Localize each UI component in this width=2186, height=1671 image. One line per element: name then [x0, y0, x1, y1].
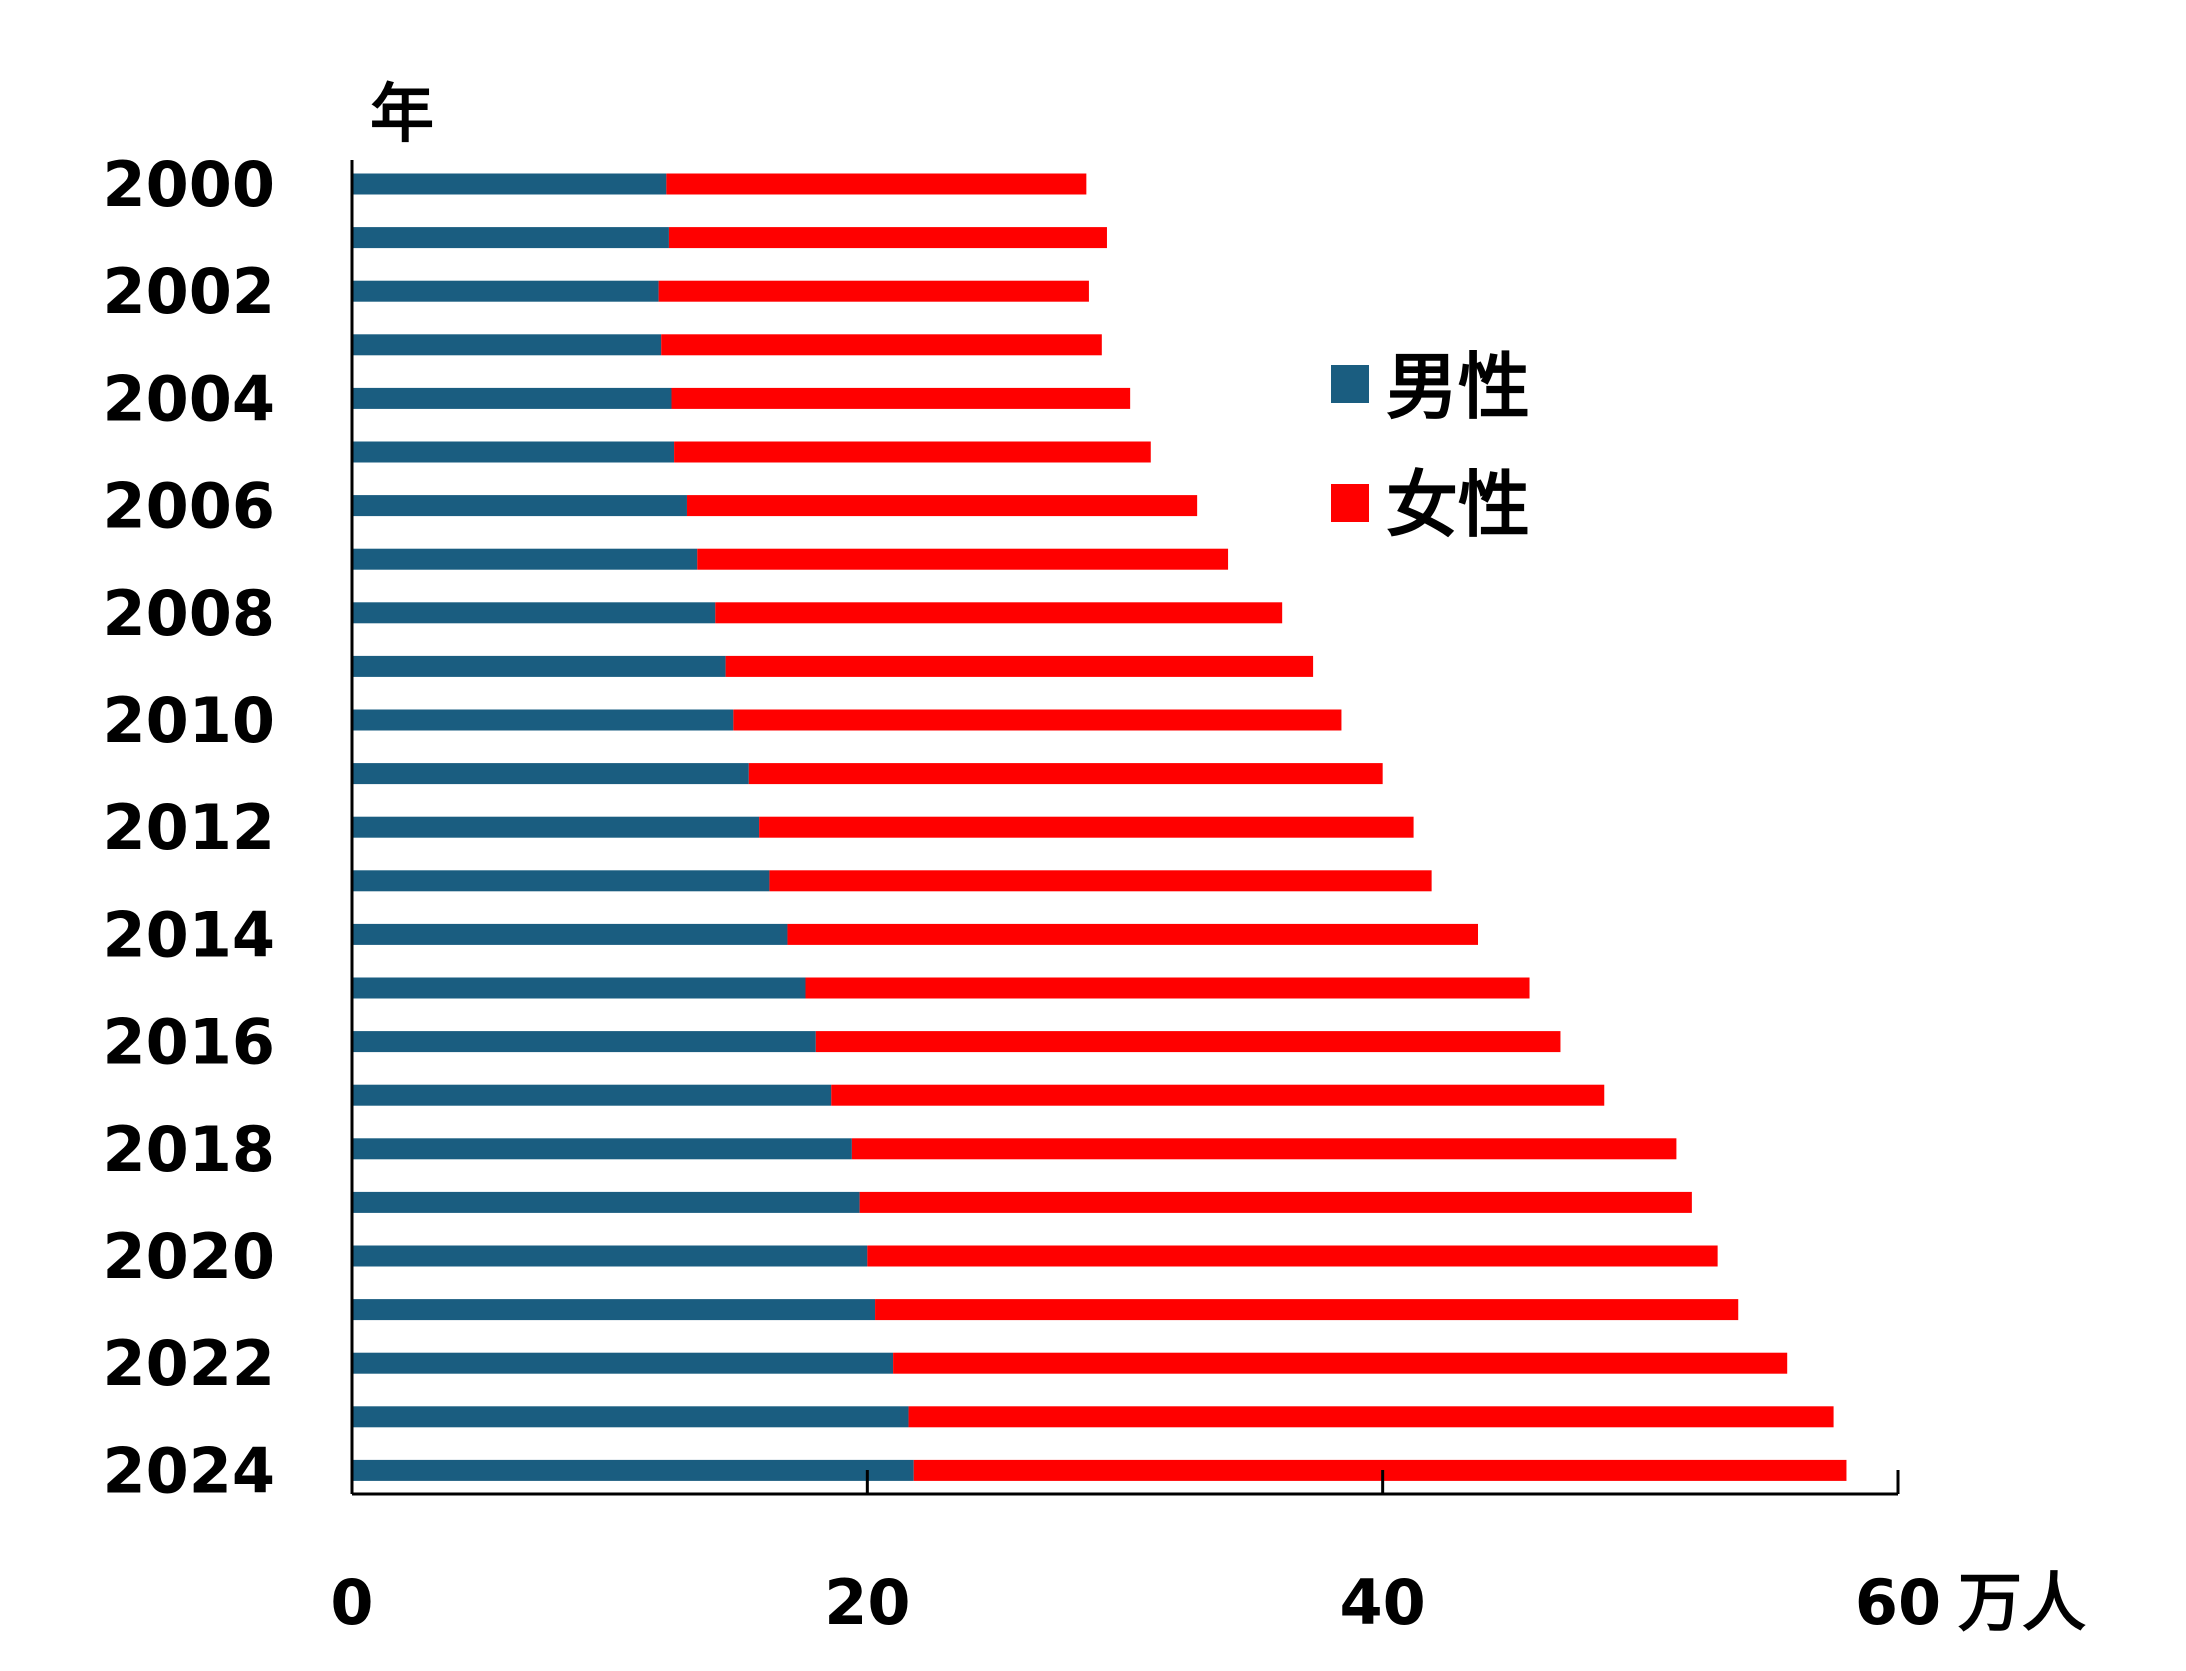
bar-2001-female	[668, 227, 1107, 249]
legend-swatch-male	[1331, 365, 1369, 403]
y-tick-2022: 2022	[102, 1327, 275, 1400]
x-tick-60: 60	[1855, 1566, 1941, 1639]
bar-2011-female	[748, 763, 1383, 785]
y-tick-2016: 2016	[102, 1006, 275, 1079]
bar-2009-male	[352, 655, 726, 677]
bar-2005-female	[674, 441, 1151, 463]
bar-2008-female	[715, 602, 1283, 624]
bar-2003-male	[352, 334, 662, 356]
bar-2019-male	[352, 1191, 860, 1213]
bar-2015-female	[805, 977, 1530, 999]
bar-2006-female	[686, 495, 1198, 517]
bar-2001-male	[352, 227, 669, 249]
bar-2013-female	[769, 870, 1432, 892]
bar-2002-female	[658, 280, 1089, 302]
bar-2013-male	[352, 870, 770, 892]
legend-swatch-female	[1331, 484, 1369, 522]
bar-2003-female	[661, 334, 1102, 356]
bar-2016-female	[815, 1031, 1561, 1053]
bar-2004-male	[352, 387, 672, 409]
bar-2015-male	[352, 977, 806, 999]
x-tick-labels: 0 20 40 60	[330, 1470, 1941, 1639]
bar-2022-male	[352, 1352, 894, 1374]
bar-2011-male	[352, 763, 749, 785]
bar-2020-male	[352, 1245, 868, 1267]
bar-2000-female	[666, 173, 1087, 195]
bar-2000-male	[352, 173, 667, 195]
y-tick-2012: 2012	[102, 791, 275, 864]
bar-2022-female	[893, 1352, 1788, 1374]
bar-2021-male	[352, 1299, 876, 1321]
legend-label-male: 男性	[1386, 345, 1530, 429]
y-tick-2010: 2010	[102, 684, 275, 757]
bar-2014-male	[352, 923, 788, 945]
bar-2018-female	[851, 1138, 1677, 1160]
legend-label-female: 女性	[1386, 463, 1530, 547]
bar-2004-female	[671, 387, 1131, 409]
bar-2020-female	[867, 1245, 1718, 1267]
bar-2016-male	[352, 1031, 816, 1053]
bar-2014-female	[787, 923, 1479, 945]
bar-2024-female	[913, 1459, 1847, 1481]
bar-2010-female	[733, 709, 1342, 731]
y-tick-2008: 2008	[102, 577, 275, 650]
bar-2024-male	[352, 1459, 914, 1481]
legend: 男性 女性	[1331, 345, 1530, 547]
bar-2023-female	[908, 1406, 1834, 1428]
y-tick-2000: 2000	[102, 148, 275, 221]
bar-2012-male	[352, 816, 760, 838]
bar-2023-male	[352, 1406, 909, 1428]
bar-2018-male	[352, 1138, 852, 1160]
x-tick-40: 40	[1340, 1566, 1426, 1639]
x-tick-0: 0	[330, 1566, 373, 1639]
bar-2005-male	[352, 441, 675, 463]
y-tick-2018: 2018	[102, 1113, 275, 1186]
bar-2007-female	[697, 548, 1229, 570]
bar-2017-female	[831, 1084, 1605, 1106]
bar-2017-male	[352, 1084, 832, 1106]
y-tick-2006: 2006	[102, 470, 275, 543]
y-tick-2002: 2002	[102, 255, 275, 328]
x-axis-unit: 万人	[1958, 1567, 2086, 1641]
y-tick-2014: 2014	[102, 898, 275, 971]
bar-2008-male	[352, 602, 716, 624]
bar-2002-male	[352, 280, 659, 302]
y-axis-label: 年	[370, 78, 434, 152]
y-tick-2004: 2004	[102, 362, 275, 435]
x-tick-20: 20	[824, 1566, 910, 1639]
bar-2009-female	[725, 655, 1314, 677]
bar-2006-male	[352, 495, 687, 517]
bar-2010-male	[352, 709, 734, 731]
y-tick-labels: 2000 2002 2004 2006 2008 2010 2012 2014 2016 2018…	[102, 148, 275, 1507]
y-tick-2024: 2024	[102, 1434, 275, 1507]
y-tick-2020: 2020	[102, 1220, 275, 1293]
bar-2019-female	[859, 1191, 1692, 1213]
bar-2007-male	[352, 548, 698, 570]
bar-2012-female	[759, 816, 1414, 838]
bars-group	[352, 173, 1847, 1481]
bar-2021-female	[875, 1299, 1739, 1321]
